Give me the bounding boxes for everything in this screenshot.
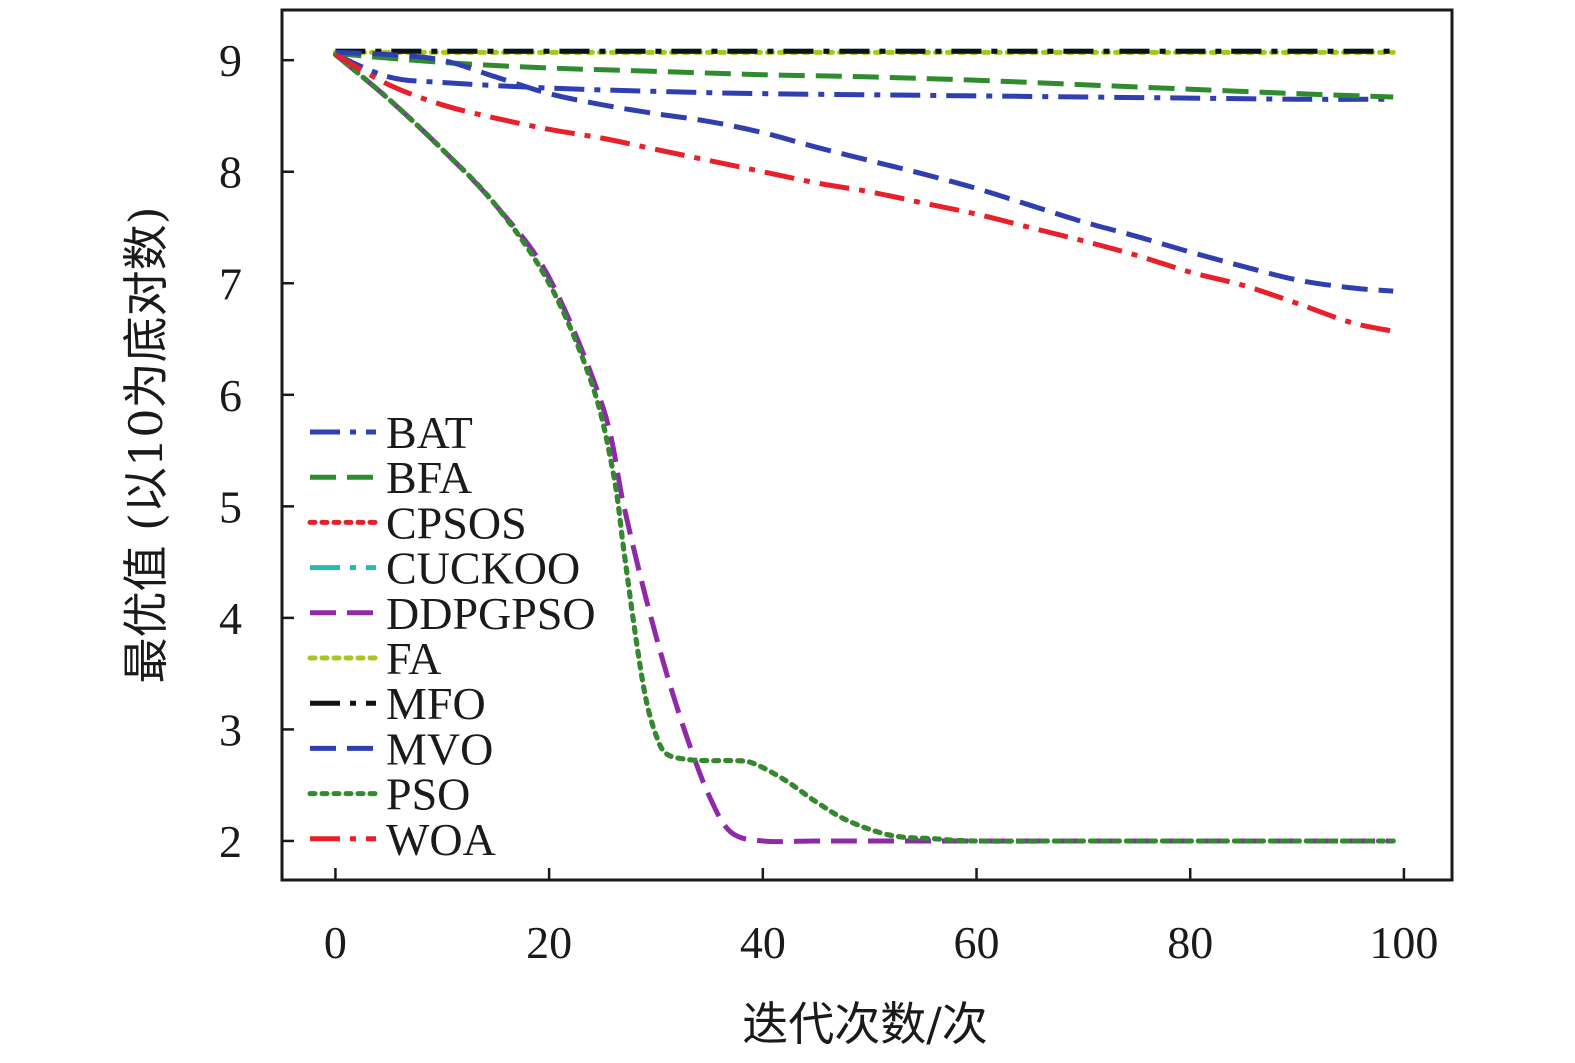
legend-label-bat: BAT xyxy=(386,407,473,458)
legend-label-bfa: BFA xyxy=(386,452,472,503)
x-axis-label: 迭代次数/次 xyxy=(742,997,988,1051)
x-tick-label: 40 xyxy=(740,917,786,968)
y-axis-label: 最优值 (以10为底对数) xyxy=(119,206,173,683)
legend-label-mfo: MFO xyxy=(386,678,486,729)
series-layer xyxy=(332,48,1396,845)
y-tick-label: 7 xyxy=(219,258,242,309)
x-tick-label: 80 xyxy=(1167,917,1213,968)
series-line-woa xyxy=(334,52,1394,334)
series-line-bat xyxy=(334,52,1394,102)
x-tick-label: 20 xyxy=(526,917,572,968)
x-tick-label: 0 xyxy=(324,917,347,968)
legend-label-woa: WOA xyxy=(386,814,496,865)
series-line-bfa xyxy=(335,51,1394,100)
y-tick-label: 5 xyxy=(219,481,242,532)
y-tick-label: 3 xyxy=(219,704,242,755)
y-tick-label: 6 xyxy=(219,370,242,421)
legend-label-cpsos: CPSOS xyxy=(386,497,527,548)
legend-label-fa: FA xyxy=(386,633,441,684)
plot-frame xyxy=(280,8,1454,882)
legend-label-cuckoo: CUCKOO xyxy=(386,543,580,594)
series-line-pso xyxy=(332,52,1396,844)
y-tick-label: 4 xyxy=(219,593,242,644)
legend-label-ddpgpso: DDPGPSO xyxy=(386,588,596,639)
legend-label-pso: PSO xyxy=(386,769,470,820)
y-tick-label: 8 xyxy=(219,147,242,198)
x-tick-label: 100 xyxy=(1369,917,1438,968)
legend-label-mvo: MVO xyxy=(386,723,493,774)
x-tick-label: 60 xyxy=(954,917,1000,968)
y-tick-label: 2 xyxy=(219,816,242,867)
y-tick-label: 9 xyxy=(219,35,242,86)
ticks-layer: 0 20 40 60 80 100 2 3 4 5 6 7 8 9 xyxy=(219,35,1438,968)
